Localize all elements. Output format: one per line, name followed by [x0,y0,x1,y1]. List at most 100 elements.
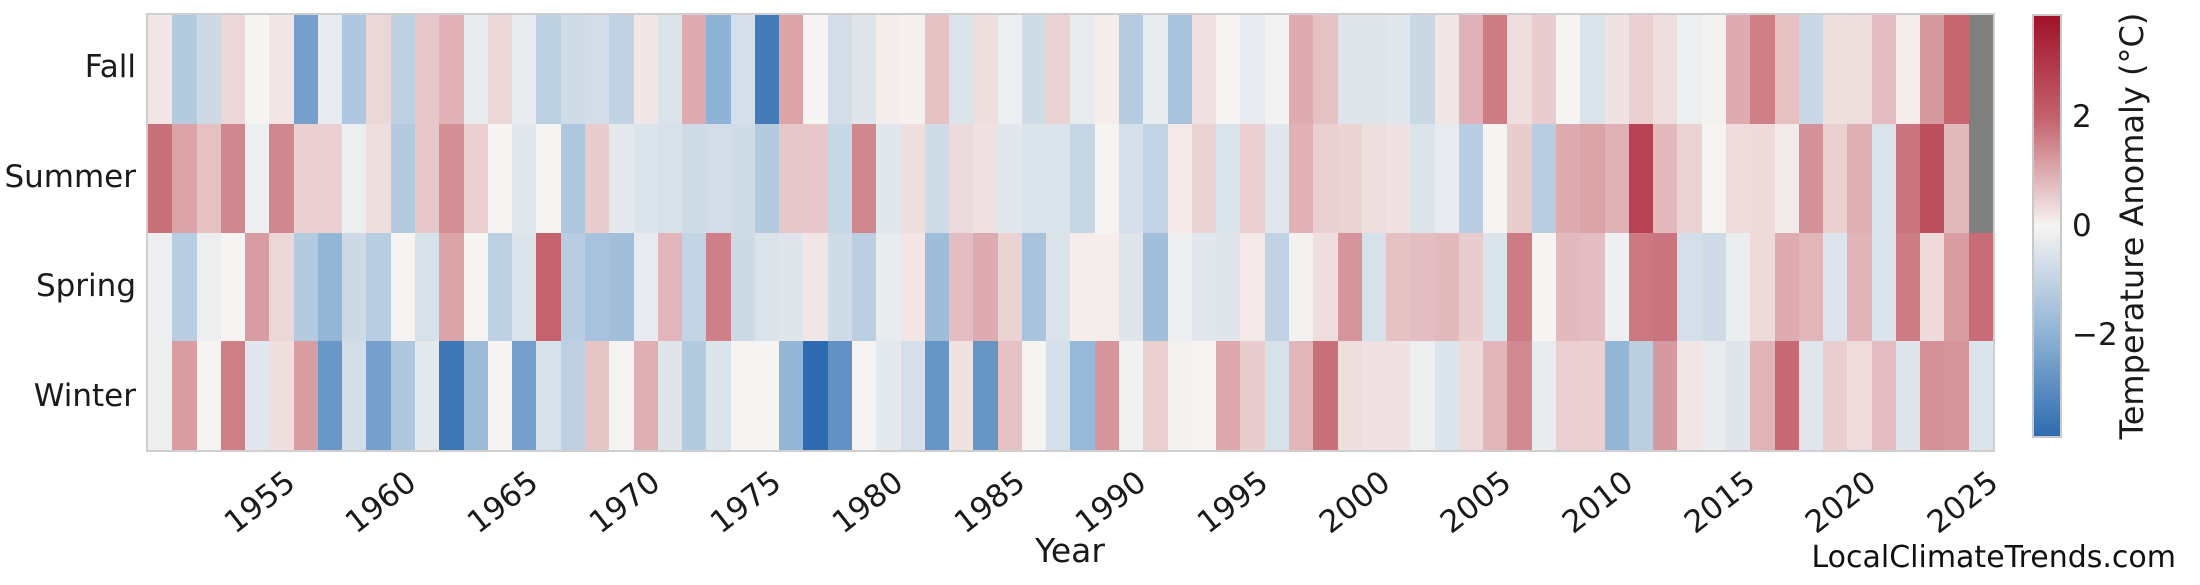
heatmap-cell [1216,123,1241,233]
heatmap-cell [1410,232,1435,342]
heatmap-cell [415,232,440,342]
heatmap-cell [1920,341,1945,450]
heatmap-cell [1677,123,1702,233]
heatmap-cell [779,341,804,450]
heatmap-cell [148,123,173,233]
watermark: LocalClimateTrends.com [1811,540,2176,575]
heatmap-cell [148,341,173,450]
heatmap-cell [1556,15,1581,124]
heatmap-cell [1361,341,1387,450]
heatmap-cell [803,341,828,450]
heatmap-cell [1434,15,1459,124]
heatmap-cell [827,232,852,342]
heatmap-cell [876,123,901,233]
heatmap-cell [1580,341,1605,450]
heatmap-cell [1895,232,1921,342]
heatmap-cell [536,15,561,124]
heatmap-cell [1750,341,1775,450]
heatmap-cell [1119,341,1144,450]
heatmap-cell [366,232,391,342]
heatmap-cell [1070,341,1095,450]
heatmap-cell [1556,341,1581,450]
heatmap-cell [609,123,634,233]
heatmap-cell [342,232,367,342]
heatmap-cell [463,15,488,124]
heatmap-cell [1167,15,1192,124]
heatmap-cell [1240,123,1265,233]
heatmap-cell [1628,123,1654,233]
row-label-summer: Summer [4,158,136,195]
heatmap-cell [245,123,270,233]
heatmap-cell [317,341,343,450]
heatmap-cell [1094,123,1120,233]
heatmap-cell [1750,123,1775,233]
heatmap-cell [754,123,780,233]
heatmap-cell [1046,15,1071,124]
heatmap-cell [1264,15,1289,124]
heatmap-cell [1386,341,1411,450]
heatmap-cell [1895,123,1921,233]
heatmap-cell [779,123,804,233]
heatmap-cell [779,232,804,342]
heatmap-cell [293,123,318,233]
heatmap-cell [973,232,998,342]
heatmap-cell [1798,341,1824,450]
heatmap-cell [584,232,610,342]
heatmap-cell [172,232,197,342]
heatmap-cell [1968,15,1993,124]
heatmap-cell [245,341,270,450]
heatmap-cell [1677,15,1702,124]
heatmap-cell [1458,15,1484,124]
heatmap-cell [1313,232,1338,342]
heatmap-cell [439,232,464,342]
heatmap-cell [463,341,488,450]
heatmap-cell [1944,123,1969,233]
heatmap-cell [463,232,488,342]
heatmap-cell [1386,123,1411,233]
heatmap-cell [1313,341,1338,450]
heatmap-row-fall [148,15,1993,124]
heatmap-cell [900,15,925,124]
heatmap-cell [1337,123,1362,233]
heatmap-cell [584,15,610,124]
heatmap-cell [1094,232,1120,342]
heatmap-cell [293,341,318,450]
heatmap-cell [1944,341,1969,450]
heatmap-cell [1070,232,1095,342]
heatmap-cell [487,341,513,450]
heatmap-cell [1677,232,1702,342]
heatmap-cell [220,232,246,342]
heatmap-cell [1653,123,1678,233]
heatmap-cell [148,232,173,342]
colorbar-tick-label-0: 0 [2072,208,2092,244]
heatmap-cell [560,123,585,233]
heatmap-cell [1701,341,1726,450]
heatmap-cell [924,15,950,124]
heatmap-cell [487,123,513,233]
heatmap-cell [1871,232,1896,342]
heatmap-cell [1337,232,1362,342]
heatmap-cell [1507,232,1532,342]
heatmap-cell [609,341,634,450]
heatmap-cell [1240,15,1265,124]
heatmap-cell [415,15,440,124]
heatmap-cell [1483,123,1508,233]
heatmap-cell [1823,341,1848,450]
heatmap-cell [633,15,658,124]
heatmap-cell [1798,15,1824,124]
heatmap-row-summer [148,123,1993,233]
heatmap-cell [633,123,658,233]
heatmap-cell [1604,341,1629,450]
heatmap-cell [779,15,804,124]
heatmap-cell [196,232,221,342]
heatmap-cell [196,341,221,450]
heatmap-cell [172,15,197,124]
heatmap-cell [682,123,707,233]
heatmap-cell [1725,341,1751,450]
heatmap-cell [1167,341,1192,450]
heatmap-cell [1871,123,1896,233]
heatmap-cell [1046,123,1071,233]
heatmap-cell [852,15,877,124]
heatmap-cell [1191,123,1217,233]
heatmap-cell [1119,15,1144,124]
